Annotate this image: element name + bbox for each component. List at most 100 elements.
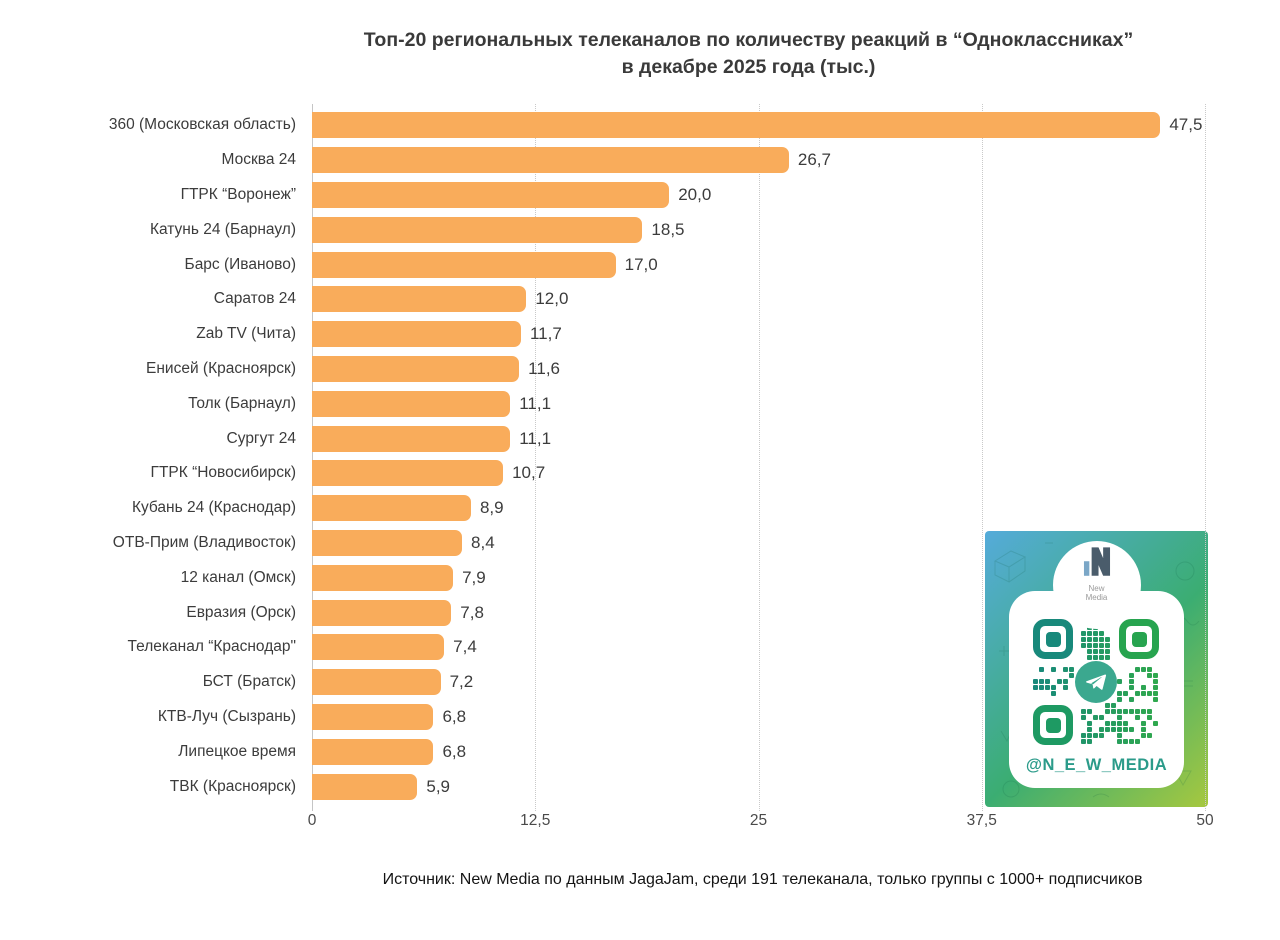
category-label: ОТВ-Прим (Владивосток) <box>112 533 296 551</box>
qr-module <box>1099 733 1104 738</box>
qr-module <box>1147 733 1152 738</box>
qr-module <box>1093 631 1098 636</box>
qr-module <box>1099 643 1104 648</box>
qr-module <box>1093 643 1098 648</box>
bar-value-label: 17,0 <box>624 254 658 274</box>
qr-module <box>1105 727 1110 732</box>
qr-module <box>1033 679 1038 684</box>
bar-value-label: 11,1 <box>519 428 552 448</box>
qr-module <box>1153 679 1158 684</box>
qr-module <box>1087 637 1092 642</box>
chart-row: Телеканал “Краснодар" 7,4 <box>0 630 1205 665</box>
bar-chart: 0 12,5 25 37,5 50 360 (Московская область) 4… <box>0 104 1214 829</box>
bar-value-label: 26,7 <box>797 150 831 170</box>
category-label: ГТРК “Воронеж” <box>180 185 296 203</box>
bar <box>312 460 504 487</box>
bar-track: 11,1 <box>312 386 1205 421</box>
bar-value-label: 6,8 <box>442 706 467 726</box>
bar-track: 47,5 <box>312 108 1205 143</box>
qr-module <box>1087 631 1092 636</box>
chart-row: ГТРК “Воронеж” 20,0 <box>0 178 1205 213</box>
qr-module <box>1147 667 1152 672</box>
qr-module <box>1129 709 1134 714</box>
qr-module <box>1105 649 1110 654</box>
bar-track: 8,9 <box>312 491 1205 526</box>
chart-row: Толк (Барнаул) 11,1 <box>0 386 1205 421</box>
category-label: Саратов 24 <box>213 290 296 308</box>
qr-module <box>1153 721 1158 726</box>
qr-finder-top-left <box>1033 619 1073 659</box>
category-label: Zab TV (Чита) <box>196 325 296 343</box>
new-media-qr-badge: New Media @N_E_W_MEDIA <box>985 531 1208 807</box>
bar <box>312 669 441 696</box>
bar <box>312 773 418 800</box>
qr-module <box>1111 703 1116 708</box>
chart-row: БСТ (Братск) 7,2 <box>0 665 1205 700</box>
bar <box>312 634 445 661</box>
qr-module <box>1111 709 1116 714</box>
gridline <box>535 104 537 811</box>
qr-module <box>1135 691 1140 696</box>
qr-module <box>1153 685 1158 690</box>
bar-value-label: 8,9 <box>479 498 504 518</box>
bar-value-label: 20,0 <box>678 184 712 204</box>
qr-module <box>1087 655 1092 660</box>
qr-module <box>1117 739 1122 744</box>
chart-row: Zab TV (Чита) 11,7 <box>0 317 1205 352</box>
qr-module <box>1141 685 1146 690</box>
qr-finder-top-right <box>1119 619 1159 659</box>
category-label: БСТ (Братск) <box>202 673 296 691</box>
bar-track: 26,7 <box>312 143 1205 178</box>
qr-module <box>1099 637 1104 642</box>
qr-module <box>1117 709 1122 714</box>
qr-module <box>1129 685 1134 690</box>
logo-text-line2: Media <box>1085 593 1108 602</box>
chart-row: ТВК (Красноярск) 5,9 <box>0 769 1205 804</box>
bar <box>312 564 454 591</box>
qr-module <box>1147 673 1152 678</box>
category-label: Москва 24 <box>221 151 296 169</box>
y-axis-line <box>312 104 313 811</box>
bar-value-label: 5,9 <box>426 776 450 796</box>
qr-module <box>1093 649 1098 654</box>
qr-module <box>1141 733 1146 738</box>
qr-module <box>1099 649 1104 654</box>
qr-finder-bottom-left <box>1033 705 1073 745</box>
qr-module <box>1039 679 1044 684</box>
qr-module <box>1057 679 1062 684</box>
qr-module <box>1123 721 1128 726</box>
bar <box>312 251 616 278</box>
bar <box>312 286 527 313</box>
qr-module <box>1147 709 1152 714</box>
category-label: Сургут 24 <box>226 429 296 447</box>
chart-row: Липецкое время 6,8 <box>0 734 1205 769</box>
bar-value-label: 10,7 <box>512 463 546 483</box>
category-label: 360 (Московская область) <box>108 116 296 134</box>
bar-value-label: 7,2 <box>449 672 474 692</box>
qr-module <box>1081 715 1086 720</box>
qr-module <box>1117 727 1122 732</box>
qr-module <box>1093 655 1098 660</box>
qr-module <box>1033 685 1038 690</box>
chart-row: 360 (Московская область) 47,5 <box>0 108 1205 143</box>
qr-module <box>1123 727 1128 732</box>
chart-row: Евразия (Орск) 7,8 <box>0 595 1205 630</box>
bar-track: 12,0 <box>312 282 1205 317</box>
bar <box>312 216 643 243</box>
new-media-logo-text: New Media <box>1086 584 1108 602</box>
qr-module <box>1099 655 1104 660</box>
bar-value-label: 11,6 <box>528 358 560 378</box>
bar <box>312 703 434 730</box>
telegram-icon-ring <box>1069 655 1123 709</box>
qr-module <box>1093 637 1098 642</box>
qr-module <box>1111 727 1116 732</box>
category-label: Телеканал “Краснодар" <box>127 638 296 656</box>
qr-module <box>1087 721 1092 726</box>
qr-module <box>1087 709 1092 714</box>
bar-track: 20,0 <box>312 178 1205 213</box>
bar <box>312 112 1161 139</box>
chart-row: ГТРК “Новосибирск) 10,7 <box>0 456 1205 491</box>
qr-module <box>1153 673 1158 678</box>
category-label: Енисей (Красноярск) <box>146 359 296 377</box>
qr-module <box>1087 733 1092 738</box>
